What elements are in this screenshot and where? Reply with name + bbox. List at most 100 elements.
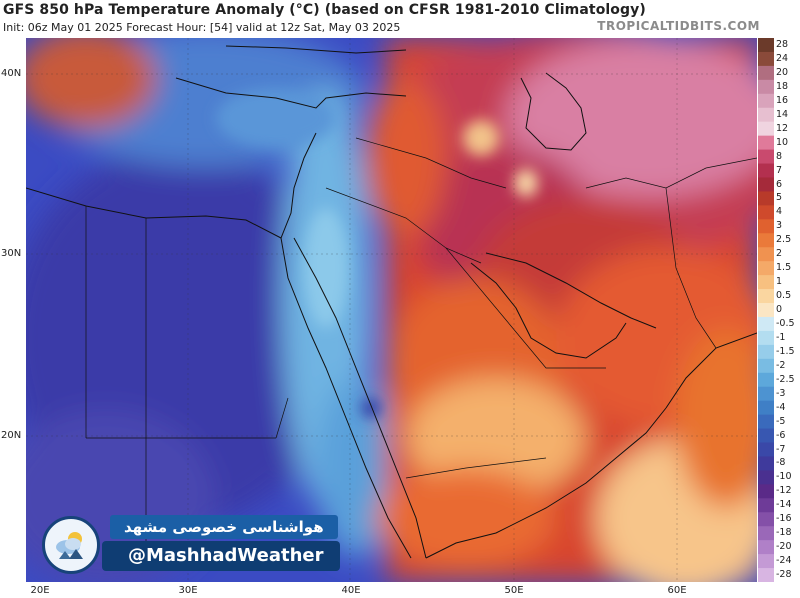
colorbar-swatch bbox=[758, 121, 774, 137]
colorbar-swatch bbox=[758, 275, 774, 290]
colorbar-swatch bbox=[758, 107, 774, 123]
colorbar-swatch bbox=[758, 177, 774, 192]
colorbar-swatch bbox=[758, 149, 774, 165]
colorbar-swatch bbox=[758, 261, 774, 276]
colorbar-swatch bbox=[758, 219, 774, 234]
colorbar-swatches bbox=[758, 38, 774, 582]
brand-label[interactable]: TROPICALTIDBITS.COM bbox=[597, 19, 760, 33]
colorbar-swatch bbox=[758, 344, 774, 360]
lon-label-50e: 50E bbox=[504, 585, 524, 596]
colorbar bbox=[758, 38, 774, 582]
colorbar-swatch bbox=[758, 93, 774, 109]
country-borders bbox=[85, 137, 757, 558]
anomaly-map bbox=[26, 38, 757, 582]
colorbar-swatch bbox=[758, 386, 774, 402]
colorbar-label: 1 bbox=[776, 276, 783, 288]
colorbar-label: -28 bbox=[776, 569, 792, 580]
header: GFS 850 hPa Temperature Anomaly (°C) (ba… bbox=[0, 0, 800, 38]
colorbar-label: -1.5 bbox=[776, 345, 795, 357]
colorbar-label: 5 bbox=[776, 192, 783, 204]
watermark-persian-title: هواشناسی خصوصی مشهد bbox=[110, 515, 338, 539]
lat-label-40n: 40N bbox=[1, 68, 22, 79]
colorbar-swatch bbox=[758, 163, 774, 178]
colorbar-label: 24 bbox=[776, 52, 789, 64]
colorbar-swatch bbox=[758, 470, 774, 485]
colorbar-swatch bbox=[758, 38, 774, 53]
colorbar-label: -0.5 bbox=[776, 317, 795, 329]
colorbar-label: -2.5 bbox=[776, 373, 795, 385]
colorbar-label: -20 bbox=[776, 541, 792, 553]
colorbar-label: -5 bbox=[776, 415, 786, 427]
colorbar-label: -16 bbox=[776, 513, 792, 525]
colorbar-label: -14 bbox=[776, 499, 792, 511]
colorbar-swatch bbox=[758, 330, 774, 346]
lon-label-20e: 20E bbox=[30, 585, 50, 596]
colorbar-label: -1 bbox=[776, 331, 786, 343]
colorbar-label: 1.5 bbox=[776, 262, 792, 274]
lon-label-60e: 60E bbox=[667, 585, 687, 596]
lon-label-40e: 40E bbox=[341, 585, 361, 596]
colorbar-label: 2.5 bbox=[776, 234, 792, 246]
colorbar-label: -3 bbox=[776, 387, 786, 399]
lat-label-30n: 30N bbox=[1, 248, 22, 259]
colorbar-label: 16 bbox=[776, 94, 789, 106]
lon-label-30e: 30E bbox=[178, 585, 198, 596]
colorbar-label: -6 bbox=[776, 429, 786, 441]
colorbar-label: 7 bbox=[776, 164, 783, 176]
colorbar-label: -18 bbox=[776, 527, 792, 539]
coastlines bbox=[26, 45, 757, 559]
colorbar-label: 28 bbox=[776, 39, 789, 50]
colorbar-label: -8 bbox=[776, 457, 786, 469]
colorbar-swatch bbox=[758, 414, 774, 430]
weather-logo-icon bbox=[42, 516, 100, 574]
lat-label-20n: 20N bbox=[1, 430, 22, 441]
colorbar-swatch bbox=[758, 358, 774, 374]
colorbar-label: 8 bbox=[776, 150, 783, 162]
colorbar-swatch bbox=[758, 303, 774, 318]
colorbar-label: -2 bbox=[776, 359, 786, 371]
colorbar-label: 12 bbox=[776, 122, 789, 134]
colorbar-swatch bbox=[758, 233, 774, 248]
colorbar-swatch bbox=[758, 568, 774, 582]
colorbar-swatch bbox=[758, 428, 774, 444]
colorbar-swatch bbox=[758, 400, 774, 416]
colorbar-swatch bbox=[758, 65, 774, 81]
colorbar-label: 20 bbox=[776, 66, 789, 78]
colorbar-label: -10 bbox=[776, 471, 792, 483]
colorbar-label: 10 bbox=[776, 136, 789, 148]
colorbar-label: -12 bbox=[776, 485, 792, 497]
colorbar-swatch bbox=[758, 540, 774, 555]
colorbar-swatch bbox=[758, 372, 774, 388]
colorbar-label: -7 bbox=[776, 443, 786, 455]
colorbar-label: 2 bbox=[776, 248, 783, 260]
colorbar-swatch bbox=[758, 526, 774, 541]
colorbar-label: -4 bbox=[776, 401, 786, 413]
watermark: هواشناسی خصوصی مشهد @MashhadWeather bbox=[42, 513, 340, 577]
colorbar-swatch bbox=[758, 51, 774, 67]
colorbar-swatch bbox=[758, 135, 774, 151]
colorbar-swatch bbox=[758, 512, 774, 527]
watermark-handle[interactable]: @MashhadWeather bbox=[102, 541, 340, 571]
graticule bbox=[26, 38, 757, 582]
anomaly-map-canvas bbox=[26, 38, 757, 582]
colorbar-label: 0.5 bbox=[776, 290, 792, 302]
colorbar-swatch bbox=[758, 442, 774, 457]
colorbar-label: 3 bbox=[776, 220, 783, 232]
colorbar-swatch bbox=[758, 554, 774, 569]
colorbar-swatch bbox=[758, 289, 774, 304]
chart-title: GFS 850 hPa Temperature Anomaly (°C) (ba… bbox=[3, 2, 646, 18]
colorbar-swatch bbox=[758, 484, 774, 499]
init-valid-line: Init: 06z May 01 2025 Forecast Hour: [54… bbox=[3, 21, 401, 34]
colorbar-swatch bbox=[758, 79, 774, 95]
colorbar-swatch bbox=[758, 247, 774, 262]
colorbar-label: 4 bbox=[776, 206, 783, 218]
colorbar-label: 18 bbox=[776, 80, 789, 92]
colorbar-label: 0 bbox=[776, 304, 783, 315]
colorbar-label: 14 bbox=[776, 108, 789, 120]
colorbar-swatch bbox=[758, 498, 774, 513]
colorbar-label: 6 bbox=[776, 178, 783, 190]
colorbar-swatch bbox=[758, 205, 774, 220]
colorbar-swatch bbox=[758, 316, 774, 332]
colorbar-swatch bbox=[758, 456, 774, 471]
colorbar-label: -24 bbox=[776, 555, 792, 567]
